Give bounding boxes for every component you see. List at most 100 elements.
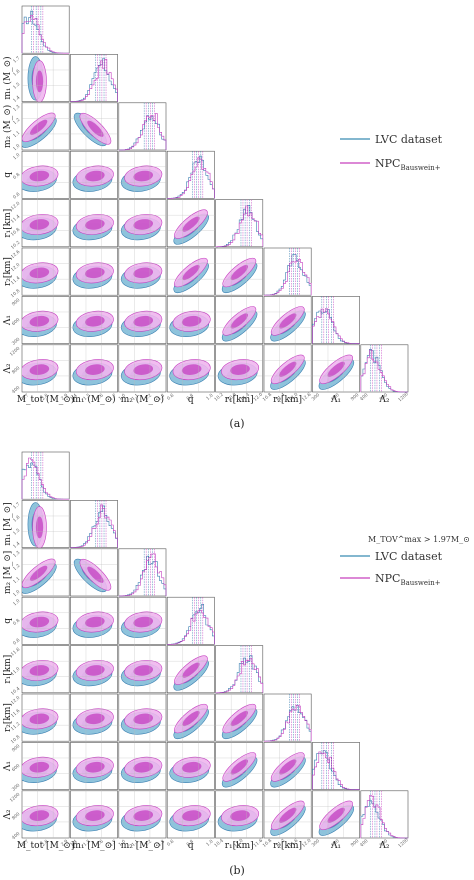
- npc-hist: [70, 59, 118, 102]
- contour-cell-5-0: [21, 693, 70, 742]
- x-axis-label: r₁[km]: [225, 841, 254, 851]
- contours: [72, 708, 114, 735]
- tick-label: 11.6: [288, 838, 300, 849]
- contours: [120, 611, 163, 638]
- contour-cell-7-4: [215, 790, 264, 839]
- contour-cell-5-0: [21, 247, 70, 296]
- hist-cell-2: [118, 548, 167, 597]
- tick-label: 800: [379, 392, 390, 402]
- contour-cell-5-1: [70, 693, 118, 742]
- tick-label: 10.8: [262, 392, 274, 403]
- tick-label: 1.3: [157, 393, 166, 402]
- npc-contour-inner: [35, 70, 44, 93]
- npc-hist: [118, 113, 167, 151]
- contours: [72, 805, 114, 832]
- npc-contour-inner: [29, 267, 50, 279]
- npc-contour-inner: [279, 807, 297, 823]
- tick-label: 1.0: [205, 839, 214, 848]
- contour-cell-7-0: [21, 344, 70, 393]
- contour-cell-7-6: [312, 344, 360, 393]
- tick-label: 12.0: [10, 695, 22, 706]
- npc-contour-inner: [327, 807, 345, 823]
- contour-cell-4-2: [118, 199, 167, 248]
- npc-contour-inner: [85, 713, 105, 725]
- tick-label: 11.0: [10, 666, 22, 677]
- row-label: Λ₁: [3, 315, 13, 326]
- npc-hist: [360, 349, 408, 393]
- npc-contour-inner: [230, 364, 250, 375]
- npc-contour-inner: [133, 761, 154, 773]
- contour-cell-7-5: [263, 344, 312, 393]
- tick-label: 1.7: [108, 839, 117, 848]
- npc-contour-inner: [85, 219, 105, 230]
- contours: [22, 805, 59, 832]
- tick-label: 900: [350, 392, 361, 402]
- cell-frame: [360, 344, 409, 393]
- contours: [120, 165, 163, 192]
- tick-label: 11.6: [10, 646, 22, 657]
- contours: [72, 262, 114, 289]
- contour-cell-4-1: [70, 645, 118, 694]
- npc-hist: [118, 553, 167, 597]
- contour-cell-2-0: [21, 102, 70, 151]
- npc-contour-inner: [35, 516, 44, 539]
- tick-label: 1.4: [12, 94, 21, 103]
- tick-label: 1.3: [12, 104, 21, 113]
- tick-label: 600: [330, 392, 341, 402]
- tick-label: 11.6: [252, 838, 264, 849]
- contour-cell-7-6: [312, 790, 360, 839]
- npc-contour-inner: [230, 759, 248, 775]
- legend-a: LVC dataset NPCBauswein+: [340, 133, 443, 172]
- row-label: Λ₁: [3, 761, 13, 772]
- tick-label: 12.0: [10, 262, 22, 273]
- tick-label: 300: [311, 838, 322, 848]
- npc-contour-inner: [279, 313, 297, 329]
- hist-cell-6: [312, 296, 360, 344]
- row-label: r₁[km]: [3, 655, 13, 684]
- tick-label: 1.5: [82, 839, 91, 848]
- tick-label: 10.8: [10, 288, 22, 299]
- contour-cell-4-3: [166, 645, 215, 694]
- tick-label: 1.2: [12, 117, 21, 126]
- row-label: Λ₂: [3, 809, 13, 820]
- tick-label: 10.8: [262, 838, 274, 849]
- tick-label: 1.1: [131, 393, 140, 402]
- tick-label: 1.0: [205, 393, 214, 402]
- tick-label: 1.5: [12, 81, 21, 90]
- tick-label: 12.6: [301, 392, 313, 403]
- tick-label: 1.5: [12, 527, 21, 536]
- legend-npc-label-b: NPCBauswein+: [375, 572, 441, 587]
- contour-cell-3-1: [70, 596, 118, 645]
- tick-label: 1.0: [117, 839, 126, 848]
- legend-npc-label-a: NPCBauswein+: [375, 157, 441, 172]
- hist-cell-2: [118, 102, 167, 151]
- row-label: m₁ [M_⊙]: [3, 502, 13, 545]
- tick-label: 1.1: [12, 130, 21, 139]
- contour-cell-2-1: [70, 548, 118, 597]
- contours: [169, 756, 211, 784]
- npc-contour-inner: [29, 616, 50, 628]
- contour-cell-6-4: [215, 296, 264, 344]
- npc-contour-inner: [29, 761, 50, 773]
- npc-contour-inner: [279, 361, 297, 377]
- npc-contour-inner: [87, 566, 104, 583]
- row-label: q: [3, 172, 13, 178]
- corner-plot-a: m₁ (M_⊙) 1.41.51.61.7m₂ (M_⊙) 1.01.11.21.3…: [2, 5, 410, 405]
- npc-contour-inner: [182, 216, 200, 232]
- tick-label: 1200: [9, 792, 22, 804]
- contour-cell-2-1: [70, 102, 118, 151]
- legend-lvc-label-b: LVC dataset: [375, 550, 443, 563]
- npc-contour-inner: [181, 364, 202, 375]
- contours: [27, 502, 47, 548]
- tick-label: 0.8: [185, 839, 194, 848]
- tick-label: 12.0: [252, 392, 264, 403]
- tick-label: 1.2: [144, 393, 153, 402]
- x-axis-label: m₁ (M_⊙): [72, 394, 115, 405]
- npc-contour-inner: [29, 565, 48, 581]
- tick-label: 10.4: [10, 686, 22, 697]
- hist-cell-0: [21, 451, 70, 500]
- tick-label: 1200: [397, 391, 410, 403]
- npc-contour-inner: [133, 713, 154, 725]
- npc-contour-inner: [230, 265, 248, 281]
- tick-label: 2.8: [40, 839, 49, 848]
